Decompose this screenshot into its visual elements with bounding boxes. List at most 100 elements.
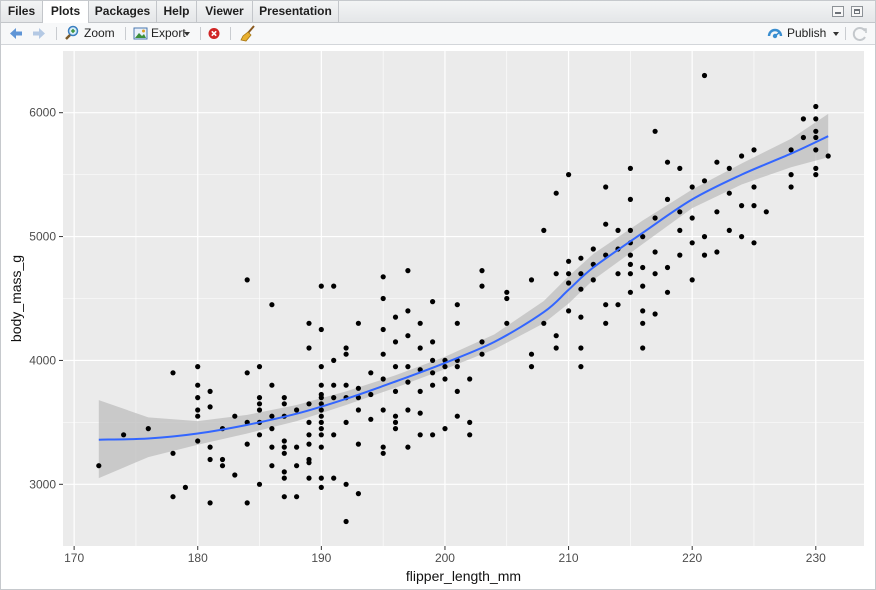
data-point: [318, 283, 324, 289]
zoom-button[interactable]: Zoom: [64, 23, 115, 44]
data-point: [541, 320, 547, 326]
data-point: [689, 277, 695, 283]
chevron-down-icon: [184, 32, 190, 36]
tab-presentation[interactable]: Presentation: [253, 1, 339, 22]
tab-packages[interactable]: Packages: [89, 1, 157, 22]
data-point: [318, 419, 324, 425]
data-point: [615, 302, 621, 308]
minimize-pane-button[interactable]: [832, 6, 844, 17]
data-point: [380, 376, 386, 382]
data-point: [318, 413, 324, 419]
data-point: [603, 302, 609, 308]
data-point: [355, 441, 361, 447]
data-point: [430, 357, 436, 363]
data-point: [256, 407, 263, 413]
plots-toolbar: Zoom Export: [1, 23, 875, 45]
zoom-label: Zoom: [84, 26, 115, 40]
data-point: [343, 518, 349, 525]
data-point: [454, 364, 460, 370]
data-point: [677, 209, 683, 215]
data-point: [256, 432, 263, 438]
data-point: [331, 475, 337, 481]
data-point: [652, 215, 658, 221]
data-point: [726, 165, 732, 171]
data-point: [627, 252, 634, 258]
remove-plot-button[interactable]: [207, 23, 221, 44]
refresh-button[interactable]: [851, 23, 869, 44]
data-point: [392, 314, 399, 320]
data-point: [318, 426, 324, 432]
data-point: [355, 320, 361, 326]
data-point: [368, 370, 374, 376]
data-point: [627, 227, 634, 233]
y-tick-label: 6000: [29, 106, 56, 120]
data-point: [331, 395, 337, 401]
data-point: [553, 345, 559, 351]
publish-button[interactable]: Publish: [766, 23, 839, 44]
data-point: [652, 128, 658, 134]
data-point: [751, 240, 757, 246]
data-point: [615, 227, 621, 233]
data-point: [195, 407, 201, 413]
data-point: [739, 153, 745, 159]
data-point: [281, 438, 287, 444]
export-menu-button[interactable]: Export: [132, 23, 190, 44]
data-point: [306, 441, 312, 447]
data-point: [763, 209, 769, 215]
forward-button[interactable]: [31, 23, 47, 44]
data-point: [504, 295, 510, 302]
data-point: [405, 407, 411, 413]
data-point: [566, 172, 572, 178]
data-point: [652, 311, 658, 317]
data-point: [417, 345, 423, 351]
data-point: [392, 388, 399, 394]
scatter-plot: 170 180 190 200 210 220 230 3000 4000 5000 6000 f…: [8, 51, 864, 584]
refresh-icon: [852, 27, 867, 41]
data-point: [701, 252, 708, 258]
y-axis-ticks: 3000 4000 5000 6000: [29, 106, 63, 491]
data-point: [355, 491, 361, 497]
data-point: [528, 364, 535, 370]
data-point: [244, 277, 250, 283]
data-point: [652, 249, 658, 255]
tab-plots[interactable]: Plots: [43, 1, 89, 23]
data-point: [392, 419, 399, 425]
x-tick-label: 200: [435, 551, 455, 565]
data-point: [504, 320, 510, 326]
maximize-pane-button[interactable]: [851, 6, 863, 17]
magnifier-icon: [65, 25, 79, 40]
tab-files[interactable]: Files: [1, 1, 43, 22]
back-button[interactable]: [8, 23, 24, 44]
arrow-right-icon: [33, 28, 45, 39]
data-point: [170, 494, 176, 500]
y-tick-label: 4000: [29, 353, 56, 367]
data-point: [430, 432, 436, 438]
data-point: [813, 128, 819, 134]
data-point: [244, 370, 250, 376]
data-point: [640, 234, 646, 240]
data-point: [318, 326, 324, 333]
data-point: [306, 345, 312, 351]
data-point: [281, 475, 287, 481]
data-point: [306, 401, 312, 407]
data-point: [454, 320, 460, 326]
data-point: [405, 444, 411, 450]
data-point: [479, 339, 485, 345]
data-point: [269, 444, 275, 450]
data-point: [232, 472, 238, 478]
data-point: [256, 481, 263, 487]
tab-viewer[interactable]: Viewer: [197, 1, 253, 22]
clear-all-plots-button[interactable]: [239, 23, 257, 44]
data-point: [640, 264, 646, 271]
y-tick-label: 5000: [29, 230, 56, 244]
data-point: [664, 159, 671, 165]
data-point: [405, 308, 411, 314]
data-point: [294, 494, 300, 500]
data-point: [578, 314, 584, 320]
data-point: [269, 426, 275, 432]
data-point: [318, 444, 324, 450]
data-point: [207, 456, 213, 463]
tab-help[interactable]: Help: [157, 1, 197, 22]
data-point: [306, 320, 312, 326]
data-point: [627, 289, 634, 295]
